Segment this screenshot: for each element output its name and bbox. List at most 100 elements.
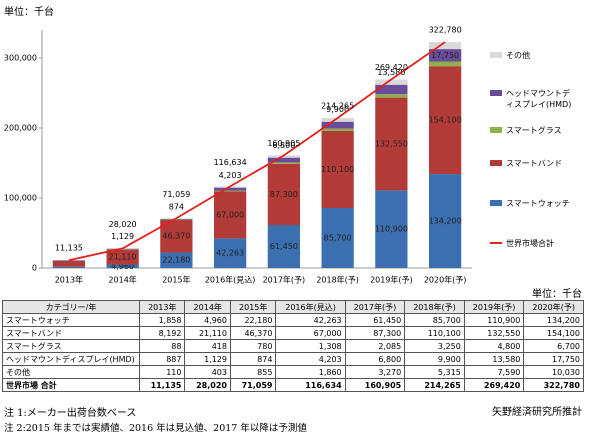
value-label: 46,370 — [162, 232, 190, 241]
table-cell: 1,129 — [184, 352, 231, 366]
bar-segment — [106, 249, 139, 265]
bar-segment — [321, 130, 354, 209]
bar-segment — [52, 260, 85, 267]
legend-swatch — [490, 200, 502, 206]
table-header-cell: 2013年 — [138, 300, 186, 314]
table-cell: その他 — [2, 365, 140, 379]
bar-segment — [321, 208, 354, 268]
table-cell: 6,800 — [344, 352, 406, 366]
bar-segment — [375, 94, 408, 98]
table-header-cell: 2016年(見込) — [275, 300, 346, 314]
unit: 単位：千台 — [4, 5, 54, 18]
value-label: 85,700 — [324, 234, 352, 243]
total-label: 71,059 — [162, 190, 190, 199]
table-cell: 1,858 — [138, 313, 186, 327]
total-label: 214,265 — [321, 102, 354, 111]
table-header-cell: 2018年(予) — [404, 300, 465, 314]
value-label: 132,550 — [375, 139, 408, 148]
y-tick-label: 100,000 — [4, 194, 37, 203]
table-cell: 2,085 — [344, 339, 406, 353]
table-cell: 3,270 — [344, 365, 406, 379]
legend-label: スマートグラス — [506, 126, 562, 135]
x-tick-label: 2015年 — [162, 275, 190, 285]
note: 注 1:メーカー出荷台数ベース — [4, 408, 137, 419]
bar-segment — [267, 224, 300, 268]
table-cell: 7,590 — [463, 365, 525, 379]
table-row: その他 110 403 855 1,860 3,270 5,315 7,590 10,030 — [2, 365, 584, 379]
table-cell: 11,135 — [138, 378, 186, 392]
table-cell: 17,750 — [523, 352, 584, 366]
total-label: 11,135 — [55, 244, 83, 253]
table-cell: 22,180 — [229, 313, 277, 327]
x-tick-label: 2018年(予) — [316, 275, 359, 285]
legend-label: 世界市場合計 — [506, 239, 554, 248]
value-label: 6,800 — [272, 141, 295, 150]
bar-segment — [214, 187, 247, 191]
table-cell: 132,550 — [463, 326, 525, 340]
value-label: 87,300 — [270, 190, 298, 199]
table-cell: ヘッドマウントディスプレイ(HMD) — [2, 352, 140, 366]
note: 注 2:2015 年までは実績値、2016 年は見込値、2017 年以降は予測値 — [4, 423, 307, 434]
bar-segment — [429, 49, 462, 62]
value-label: 1,129 — [111, 232, 134, 241]
bar-segment — [267, 163, 300, 225]
legend-swatch — [490, 90, 502, 96]
table-cell: 110,100 — [404, 326, 465, 340]
table-cell: 46,370 — [229, 326, 277, 340]
table-cell: 1,308 — [275, 339, 346, 353]
legend-swatch — [490, 127, 502, 133]
table-cell: 214,265 — [404, 378, 465, 392]
table-header-cell: 2014年 — [184, 300, 231, 314]
table-row: スマートバンド 8,192 21,110 46,370 67,000 87,300 110,… — [2, 326, 584, 340]
table-header-cell: カテゴリー/年 — [2, 300, 140, 314]
bar-segment — [375, 190, 408, 268]
bar-segment — [52, 266, 85, 268]
bar-segment — [375, 79, 408, 85]
table-cell: 85,700 — [404, 313, 465, 327]
table-cell: 61,450 — [344, 313, 406, 327]
table-cell: 110,900 — [463, 313, 525, 327]
table-row: 世界市場 合計 11,135 28,020 71,059 116,634 160,905 2… — [2, 378, 584, 392]
y-tick-label: 0 — [32, 264, 37, 273]
table-cell: 418 — [184, 339, 231, 353]
table-header-cell: 2017年(予) — [344, 300, 406, 314]
table-cell: スマートバンド — [2, 326, 140, 340]
table-cell: 154,100 — [523, 326, 584, 340]
bar-segment — [321, 128, 354, 131]
y-tick-label: 300,000 — [4, 54, 37, 63]
table-cell: 10,030 — [523, 365, 584, 379]
value-label: 4,203 — [219, 171, 242, 180]
bar-segment — [375, 84, 408, 95]
table-cell: 13,580 — [463, 352, 525, 366]
x-tick-label: 2013年 — [55, 275, 83, 285]
legend-label: その他 — [506, 51, 530, 60]
table-cell: 8,192 — [138, 326, 186, 340]
table-row: スマートグラス 88 418 780 1,308 2,085 3,250 4,800 6,700 — [2, 339, 584, 353]
table-cell: 5,315 — [404, 365, 465, 379]
bar-segment — [429, 42, 462, 50]
bar-segment — [429, 61, 462, 67]
value-label: 17,750 — [431, 51, 459, 60]
table-cell: 21,110 — [184, 326, 231, 340]
table-cell: 160,905 — [344, 378, 406, 392]
bar-segment — [429, 174, 462, 268]
table-unit: 単位：千台 — [532, 289, 582, 300]
total-line — [68, 41, 446, 262]
value-label: 874 — [169, 202, 184, 211]
table-header-cell: 2020年(予) — [523, 300, 584, 314]
value-label: 110,100 — [321, 165, 354, 174]
total-label: 160,905 — [267, 139, 300, 148]
data-table: カテゴリー/年 2013年 2014年 2015年 2016年(見込) 2017年(予) 2… — [2, 300, 584, 392]
bar-segment — [52, 260, 85, 261]
table-cell: 887 — [138, 352, 186, 366]
y-tick-label: 200,000 — [4, 124, 37, 133]
bar-segment — [267, 155, 300, 158]
table-header-row: カテゴリー/年 2013年 2014年 2015年 2016年(見込) 2017年(予) 2… — [2, 300, 584, 314]
bar-segment — [214, 238, 247, 268]
total-label: 269,420 — [375, 63, 408, 72]
bar-segment — [375, 97, 408, 191]
table-cell: 134,200 — [523, 313, 584, 327]
value-label: 61,450 — [270, 242, 298, 251]
table-cell: 780 — [229, 339, 277, 353]
